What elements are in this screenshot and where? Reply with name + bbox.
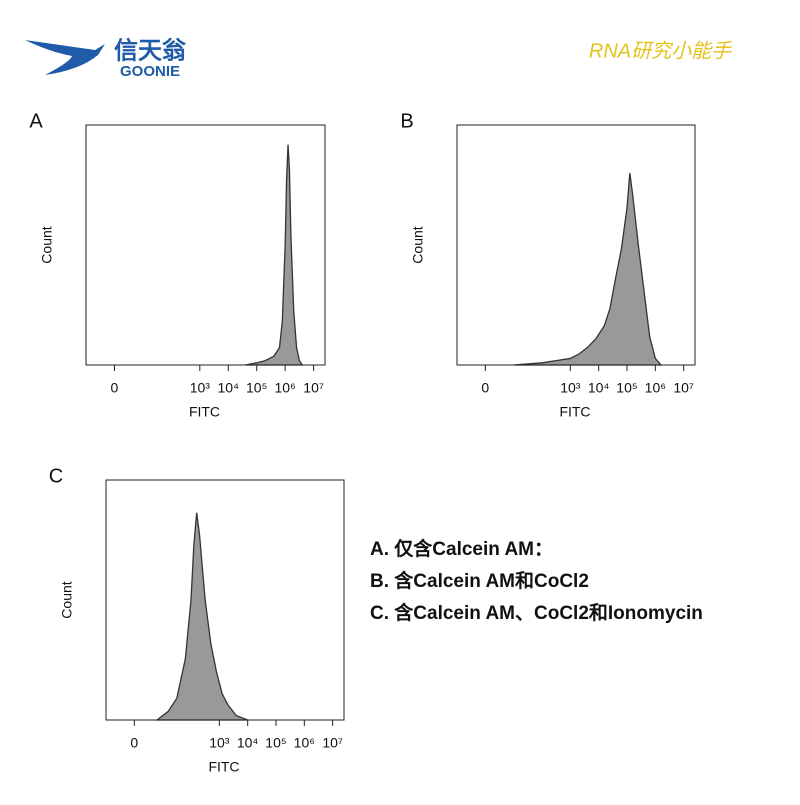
x-axis-label: FITC [208, 759, 239, 775]
x-axis-label: FITC [189, 404, 220, 420]
x-tick-label: 10⁴ [237, 735, 259, 751]
histogram-area [245, 144, 304, 366]
panel-letter: C [49, 465, 63, 487]
x-tick-label: 0 [130, 735, 138, 751]
x-tick-label: 10⁷ [322, 735, 343, 751]
x-tick-label: 10⁴ [217, 380, 239, 396]
y-axis-label: Count [59, 581, 75, 618]
histogram-area [155, 512, 248, 721]
histogram-area [513, 172, 663, 366]
legend-line: C. 含Calcein AM、CoCl2和Ionomycin [370, 601, 703, 624]
logo-cn: 信天翁 [114, 36, 186, 64]
plot-frame [456, 124, 696, 366]
x-tick-label: 10⁶ [274, 380, 295, 396]
y-axis-label: Count [410, 226, 426, 263]
legend-line: A. 仅含Calcein AM： [370, 537, 553, 560]
signature: RNA研究小能手 [589, 40, 732, 62]
x-tick-label: 10⁵ [246, 380, 267, 396]
plot-frame [105, 479, 345, 721]
legend-line: B. 含Calcein AM和CoCl2 [370, 569, 589, 592]
x-tick-label: 10⁶ [645, 380, 666, 396]
x-tick-label: 10⁷ [303, 380, 324, 396]
logo-bird [25, 40, 105, 75]
x-tick-label: 10³ [190, 380, 211, 396]
x-axis-label: FITC [559, 404, 590, 420]
x-tick-label: 0 [481, 380, 489, 396]
x-tick-label: 10⁵ [616, 380, 637, 396]
x-tick-label: 10³ [209, 735, 230, 751]
panel-letter: B [400, 110, 413, 132]
x-tick-label: 0 [111, 380, 119, 396]
plot-frame [85, 124, 326, 366]
x-tick-label: 10⁴ [588, 380, 610, 396]
panel-letter: A [29, 110, 43, 132]
logo-en: GOONIE [120, 63, 180, 80]
x-tick-label: 10⁵ [265, 735, 286, 751]
x-tick-label: 10⁷ [673, 380, 694, 396]
x-tick-label: 10³ [560, 380, 581, 396]
x-tick-label: 10⁶ [294, 735, 315, 751]
y-axis-label: Count [39, 226, 55, 263]
